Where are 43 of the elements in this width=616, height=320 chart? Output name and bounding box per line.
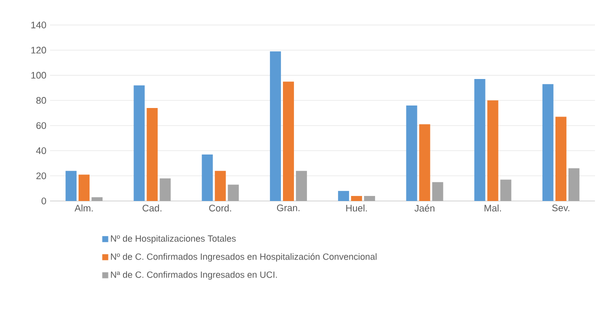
bar [66,170,77,201]
bar [160,178,171,201]
bar [419,124,430,201]
bar [432,182,444,201]
bar [228,184,239,201]
x-tick-label: Sev. [552,204,570,212]
legend-label: Nº de Hospitalizaciones Totales [110,235,236,244]
bar [296,170,307,201]
y-tick-label: 60 [36,122,46,129]
y-tick-label: 120 [31,46,46,54]
x-tick-label: Cord. [209,204,232,212]
legend-label: Nª de C. Confirmados Ingresados en UCI. [110,271,277,280]
y-tick-label: 80 [36,97,46,104]
bar [500,180,512,201]
y-tick-label: 40 [36,147,46,154]
bar [555,116,566,201]
bar [134,85,145,201]
bar [568,168,580,201]
y-tick-label: 100 [31,72,46,79]
bar [270,51,281,201]
bar [92,197,103,201]
legend-label: Nº de C. Confirmados Ingresados en Hospitalización Convencional [110,253,377,262]
x-tick-label: Huel. [346,204,367,212]
y-tick-label: 20 [36,172,46,180]
x-tick-label: Gran. [277,204,300,212]
x-tick-label: Alm. [74,204,93,212]
bar [487,100,498,201]
y-tick-label: 0 [42,198,46,204]
x-tick-label: Cad. [142,204,162,212]
bar [542,84,554,201]
bar [474,79,486,201]
bar [406,105,418,201]
y-tick-label: 140 [31,22,46,28]
bar [78,174,90,201]
bar [282,82,294,201]
bar [146,108,158,201]
bar [214,170,226,201]
bar [351,196,362,201]
bar [202,154,213,201]
x-tick-label: Jaén [414,204,434,212]
x-tick-label: Mal. [484,204,501,212]
bar [364,196,376,201]
bar [338,190,350,201]
